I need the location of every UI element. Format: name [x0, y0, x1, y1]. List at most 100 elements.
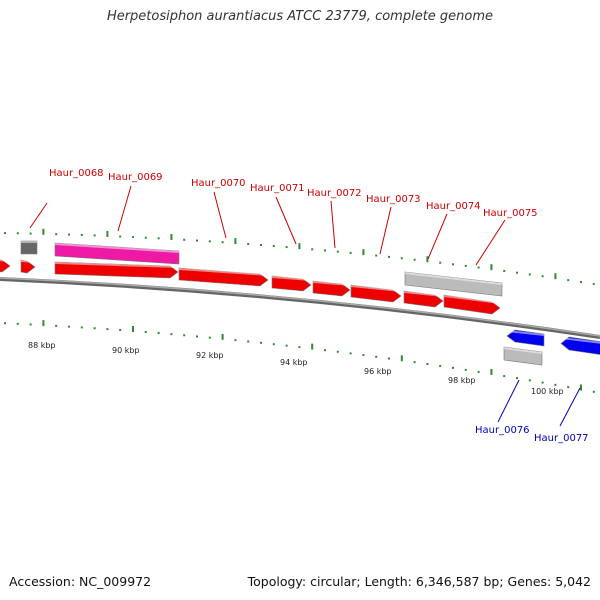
upper-tick	[298, 243, 301, 250]
gene-label-haur-0072[interactable]: Haur_0072	[307, 188, 362, 199]
lower-tick	[375, 355, 378, 358]
lower-tick	[260, 341, 262, 344]
lower-tick	[298, 346, 301, 349]
upper-tick	[336, 250, 339, 253]
leader-line	[213, 191, 227, 239]
lower-tick	[106, 328, 109, 331]
lower-tick	[541, 381, 544, 384]
lower-tick	[119, 329, 122, 332]
gene-label-haur-0073[interactable]: Haur_0073	[366, 194, 421, 205]
upper-tick	[247, 243, 250, 246]
lower-tick	[16, 322, 19, 325]
lower-tick	[503, 375, 506, 378]
gene-block-0074-shine	[404, 272, 503, 285]
upper-tick	[567, 279, 570, 282]
lower-tick	[490, 368, 493, 375]
lower-tick	[592, 390, 595, 393]
scale-label-88: 88 kbp	[28, 341, 56, 350]
upper-tick	[132, 236, 134, 239]
lower-tick	[464, 368, 467, 371]
lower-tick	[29, 323, 32, 326]
upper-tick	[541, 275, 544, 278]
leader-line	[497, 379, 520, 423]
upper-tick	[106, 230, 109, 237]
upper-tick	[29, 232, 32, 235]
upper-tick	[272, 245, 275, 248]
upper-tick	[375, 254, 378, 257]
lower-tick	[234, 339, 237, 342]
gene-track	[0, 240, 600, 366]
accession-text: Accession: NC_009972	[9, 574, 152, 589]
upper-tick	[426, 256, 429, 263]
leader-line	[427, 213, 448, 260]
gene-arrow-0069-shine	[54, 262, 179, 268]
lower-tick	[183, 334, 186, 337]
upper-tick	[196, 239, 198, 242]
gene-label-haur-0068[interactable]: Haur_0068	[49, 168, 104, 179]
label-leaders	[29, 185, 581, 427]
lower-tick	[567, 386, 570, 389]
lower-tick	[528, 379, 531, 382]
upper-tick	[234, 238, 237, 245]
gene-label-haur-0074[interactable]: Haur_0074	[426, 201, 481, 212]
lower-tick	[144, 331, 147, 334]
lower-tick	[452, 366, 454, 369]
upper-tick	[580, 281, 582, 284]
gene-label-haur-0077[interactable]: Haur_0077	[534, 433, 589, 444]
gene-arrow-0068a-shine	[20, 260, 36, 263]
upper-tick	[362, 249, 365, 256]
lower-tick	[516, 377, 518, 380]
upper-tick	[144, 236, 147, 239]
lower-tick	[80, 326, 83, 329]
gene-arrow-0072-shine	[312, 281, 351, 286]
upper-tick	[221, 241, 224, 244]
gene-label-haur-0075[interactable]: Haur_0075	[483, 208, 538, 219]
gene-label-haur-0071[interactable]: Haur_0071	[250, 183, 305, 194]
leader-line	[475, 219, 506, 266]
gene-arrow-0077-shine	[560, 337, 600, 344]
lower-tick	[170, 333, 173, 336]
upper-tick	[349, 251, 352, 254]
leader-line	[379, 206, 392, 255]
gene-block-0069-shine	[54, 243, 180, 253]
upper-tick	[464, 264, 467, 267]
lower-tick-track	[4, 320, 595, 393]
upper-tick	[592, 283, 595, 286]
upper-tick	[388, 255, 390, 258]
upper-tick	[311, 248, 314, 251]
scale-label-96: 96 kbp	[364, 367, 392, 376]
lower-tick	[413, 361, 416, 364]
lower-tick	[336, 350, 339, 353]
upper-tick	[119, 235, 122, 238]
lower-tick	[55, 324, 58, 327]
upper-tick	[413, 258, 416, 261]
upper-tick	[528, 273, 531, 276]
lower-tick	[311, 343, 314, 350]
scale-label-100: 100 kbp	[531, 387, 564, 396]
gene-arrow-0074-shine	[403, 291, 444, 297]
leader-line	[330, 200, 336, 249]
upper-tick	[93, 234, 96, 237]
gene-arrow-0070-shine	[178, 268, 269, 276]
gene-block-0076-shine	[503, 347, 543, 354]
upper-tick	[452, 263, 454, 266]
upper-tick	[554, 273, 557, 280]
genome-summary-text: Topology: circular; Length: 6,346,587 bp…	[247, 574, 591, 589]
scale-label-90: 90 kbp	[112, 346, 140, 355]
upper-tick	[183, 238, 186, 241]
gene-label-haur-0069[interactable]: Haur_0069	[108, 172, 163, 183]
lower-tick	[196, 335, 198, 338]
lower-tick	[349, 352, 352, 355]
upper-tick	[170, 234, 173, 241]
gene-label-haur-0070[interactable]: Haur_0070	[191, 178, 246, 189]
leader-line	[559, 387, 581, 427]
upper-tick	[490, 264, 493, 271]
upper-tick	[400, 257, 403, 260]
scale-label-92: 92 kbp	[196, 351, 224, 360]
lower-tick	[272, 343, 275, 346]
gene-label-haur-0076[interactable]: Haur_0076	[475, 425, 530, 436]
lower-tick	[477, 370, 480, 373]
lower-tick	[554, 383, 557, 386]
upper-tick	[208, 240, 211, 243]
lower-tick	[426, 363, 429, 366]
